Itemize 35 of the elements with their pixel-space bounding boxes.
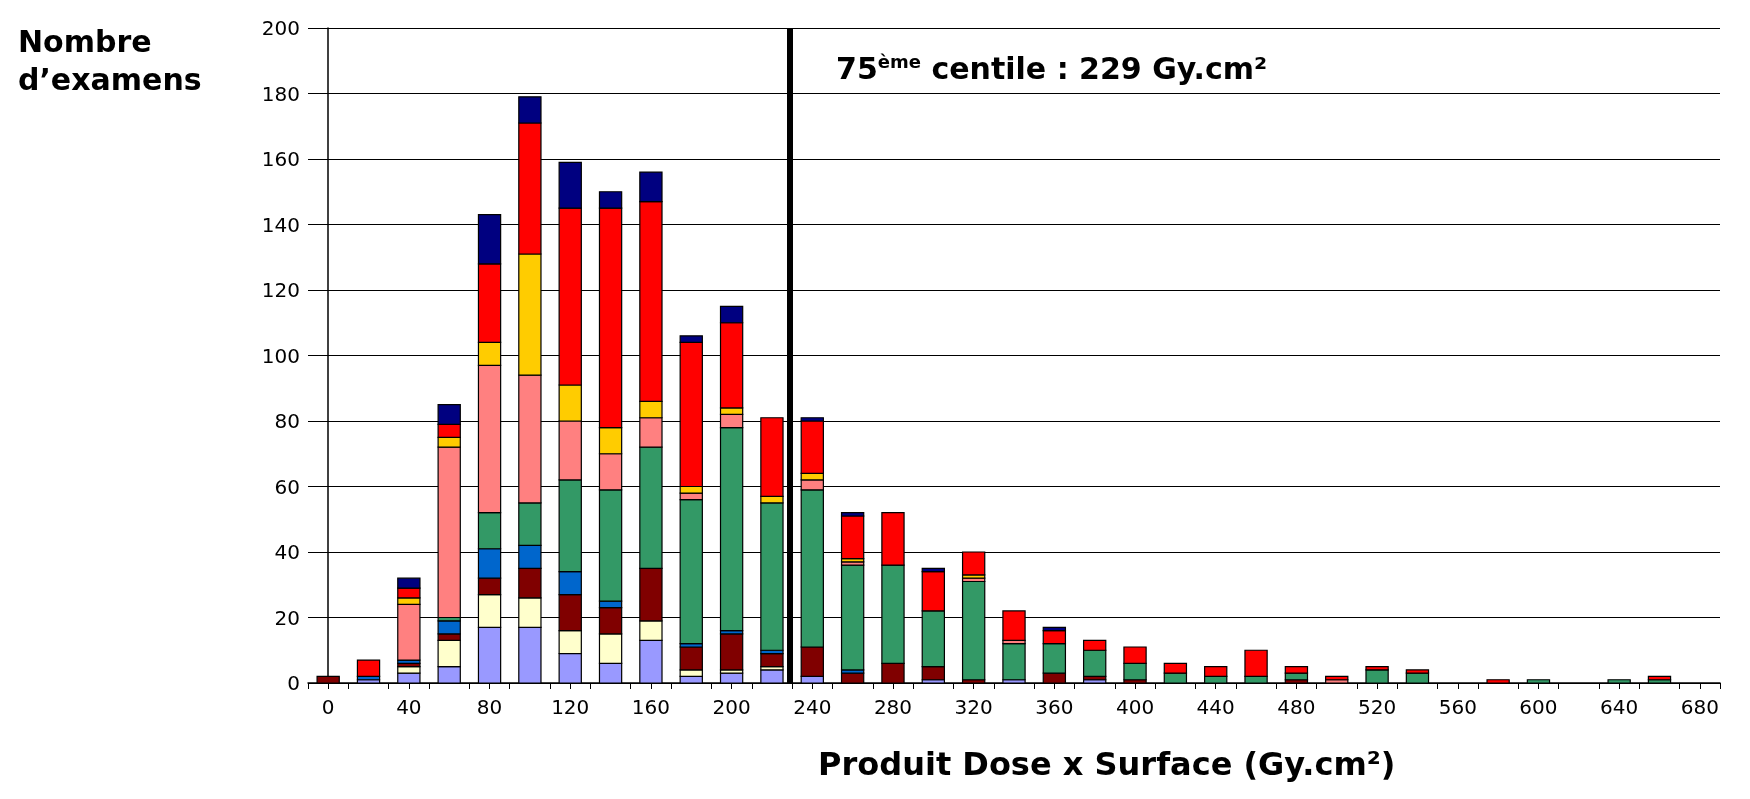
bar: [719, 633, 744, 671]
x-tick-label: 560: [1438, 695, 1477, 719]
x-tick-label: 200: [712, 695, 751, 719]
x-tick-label: 240: [793, 695, 832, 719]
y-axis-title: Nombre d’examens: [18, 23, 202, 97]
x-tick-label: 280: [873, 695, 913, 719]
x-tick-label: 400: [1115, 695, 1155, 719]
x-tick-label: 520: [1357, 695, 1397, 719]
y-tick-label: 100: [261, 343, 300, 368]
y-tick-label: 20: [274, 605, 300, 630]
x-tick-label: 80: [476, 695, 503, 719]
y-tick-label: 60: [274, 474, 300, 499]
y-tick-label: 120: [261, 278, 300, 302]
x-tick-label: 600: [1519, 695, 1558, 719]
y-tick-label: 80: [274, 409, 300, 433]
x-tick-label: 160: [631, 695, 671, 719]
y-tick-label: 140: [261, 212, 300, 237]
y-tick-label: 180: [261, 81, 300, 106]
x-tick-label: 640: [1600, 695, 1639, 719]
x-axis-title: Produit Dose x Surface (Gy.cm²): [818, 745, 1396, 783]
x-tick-label: 360: [1035, 695, 1074, 719]
y-tick-label: 40: [274, 540, 300, 564]
y-tick-label: 200: [261, 16, 300, 40]
y-tick-label: 160: [261, 147, 300, 171]
x-tick-label: 40: [396, 695, 422, 719]
bar: [1002, 643, 1026, 681]
bar: [356, 659, 381, 678]
x-tick-label: 0: [321, 695, 335, 719]
x-tick-label: 680: [1680, 695, 1719, 719]
x-tick-label: 320: [954, 695, 993, 719]
x-tick-label: 440: [1196, 695, 1235, 719]
bar: [760, 652, 784, 668]
x-tick-label: 480: [1277, 695, 1316, 719]
x-tick-label: 120: [551, 695, 590, 719]
y-tick-label: 0: [287, 671, 300, 695]
